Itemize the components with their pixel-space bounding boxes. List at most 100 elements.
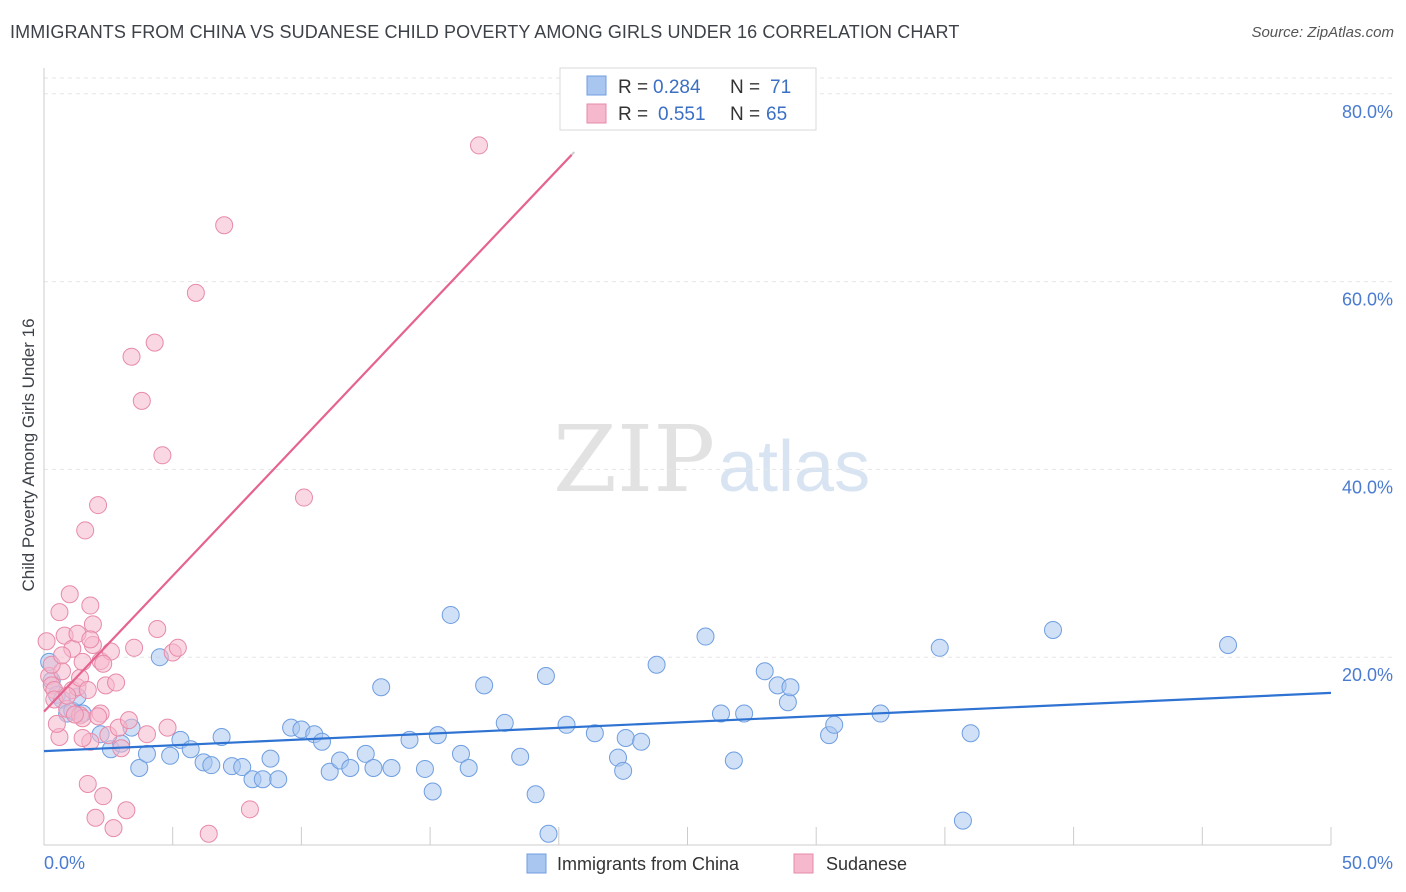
trend-lines <box>43 151 1332 753</box>
legend-n-value-sudanese: 65 <box>766 104 787 125</box>
data-point <box>47 714 66 733</box>
data-point <box>104 819 123 838</box>
data-point <box>356 744 375 763</box>
legend-r-label-china: R = <box>618 77 648 98</box>
data-point <box>1219 635 1238 654</box>
data-point <box>168 638 187 657</box>
data-point <box>441 605 460 624</box>
data-point <box>614 761 633 780</box>
data-point <box>724 751 743 770</box>
y-tick-label: 20.0% <box>1342 665 1393 685</box>
data-point <box>83 615 102 634</box>
data-point <box>459 759 478 777</box>
data-point <box>78 774 97 793</box>
data-point <box>233 758 252 777</box>
data-point <box>557 715 576 734</box>
data-point <box>148 620 167 639</box>
data-point <box>616 728 635 747</box>
data-point <box>1044 620 1063 639</box>
data-point <box>961 724 980 743</box>
series-legend: Immigrants from China Sudanese <box>526 853 907 874</box>
y-tick-label: 40.0% <box>1342 477 1393 497</box>
data-point <box>778 693 797 712</box>
data-point <box>186 283 205 302</box>
data-point <box>78 681 97 700</box>
data-point <box>215 216 234 235</box>
data-point <box>423 782 442 801</box>
data-point <box>50 603 69 622</box>
data-point <box>212 728 231 747</box>
data-point <box>382 759 401 777</box>
y-tick-labels: 20.0% 40.0% 60.0% 80.0% <box>1342 102 1393 685</box>
trend-line-china <box>43 691 1332 753</box>
data-point <box>89 707 108 726</box>
legend-r-value-sudanese: 0.551 <box>658 104 706 125</box>
bottom-legend-swatch-sudanese <box>793 853 814 874</box>
series-sudanese-points <box>37 136 489 843</box>
data-point <box>495 713 514 732</box>
source-credit: Source: ZipAtlas.com <box>1251 24 1394 41</box>
data-point <box>153 446 172 465</box>
y-tick-label: 80.0% <box>1342 102 1393 122</box>
data-point <box>145 333 164 352</box>
data-point <box>137 725 156 744</box>
data-point <box>122 347 141 366</box>
data-point <box>130 759 149 777</box>
data-point <box>470 136 489 155</box>
legend-swatch-sudanese <box>586 103 607 124</box>
data-point <box>536 666 555 685</box>
y-axis-title: Child Poverty Among Girls Under 16 <box>19 318 38 591</box>
y-tick-label: 60.0% <box>1342 290 1393 310</box>
data-point <box>415 759 434 778</box>
data-point <box>585 724 604 743</box>
bottom-legend-label-china: Immigrants from China <box>557 854 740 874</box>
legend-n-value-china: 71 <box>770 77 791 98</box>
data-point <box>428 726 447 745</box>
data-point <box>372 678 391 697</box>
data-point <box>158 718 177 737</box>
chart-title: IMMIGRANTS FROM CHINA VS SUDANESE CHILD … <box>10 22 960 42</box>
data-point <box>953 811 972 830</box>
data-point <box>240 800 259 819</box>
legend-n-label-china: N = <box>730 77 760 98</box>
data-point <box>269 770 288 789</box>
legend-n-label-sudanese: N = <box>730 104 760 125</box>
data-point <box>81 596 100 615</box>
legend-swatch-china <box>586 75 607 96</box>
data-point <box>86 808 105 827</box>
data-point <box>696 627 715 646</box>
x-tick-label-max: 50.0% <box>1342 853 1393 873</box>
data-point <box>58 686 77 705</box>
data-point <box>37 632 56 651</box>
data-point <box>781 678 800 697</box>
data-point <box>632 732 651 751</box>
axes <box>43 68 1332 846</box>
data-point <box>320 762 339 781</box>
data-point <box>825 715 844 734</box>
data-point <box>117 801 136 820</box>
stats-legend: R = 0.284 N = 71 R = 0.551 N = 65 <box>559 67 817 131</box>
data-point <box>94 654 113 673</box>
data-point <box>735 704 754 723</box>
trend-line-sudanese-extension <box>570 151 575 156</box>
data-point <box>930 638 949 657</box>
bottom-legend-swatch-china <box>526 853 547 874</box>
data-point <box>53 646 72 665</box>
data-point <box>60 585 79 604</box>
data-point <box>253 770 272 789</box>
data-point <box>73 728 92 747</box>
data-point <box>755 662 774 681</box>
data-point <box>526 785 545 804</box>
watermark-atlas: atlas <box>718 427 870 507</box>
data-point <box>341 759 360 777</box>
legend-r-value-china: 0.284 <box>653 77 701 98</box>
data-point <box>94 787 113 806</box>
data-point <box>89 496 108 515</box>
data-point <box>364 759 383 777</box>
data-point <box>451 744 470 763</box>
data-point <box>199 824 218 843</box>
data-point <box>125 638 144 657</box>
data-point <box>261 749 280 768</box>
watermark-zip: ZIP <box>553 406 715 513</box>
